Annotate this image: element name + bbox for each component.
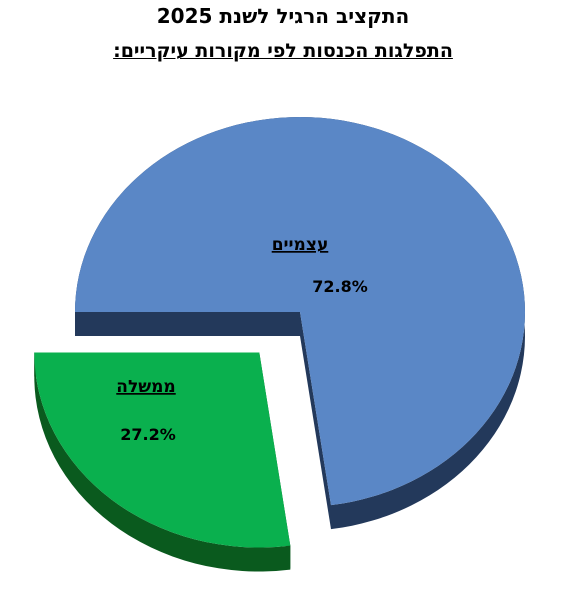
pie-slice-1: עצמיים 72.8% [75, 117, 525, 530]
pie-slice-2: ממשלה 27.2% [34, 352, 291, 572]
slice-label-1: עצמיים [272, 235, 329, 255]
chart-title: התקציב הרגיל לשנת 2025 [156, 4, 410, 28]
slice-value-label-1: 72.8% [312, 277, 368, 296]
pie-slice-top-1 [75, 117, 525, 506]
slice-label-2: ממשלה [116, 377, 175, 397]
pie-slice-top-2 [34, 352, 291, 548]
pie-slice-side-2 [34, 352, 291, 572]
pie-slice-edge-1-1 [75, 312, 300, 336]
slice-value-label-2: 27.2% [120, 425, 176, 444]
pie-slice-edge-1-2 [300, 312, 332, 530]
chart-subtitle: התפלגות הכנסות לפי מקורות עיקריים: [113, 40, 453, 62]
